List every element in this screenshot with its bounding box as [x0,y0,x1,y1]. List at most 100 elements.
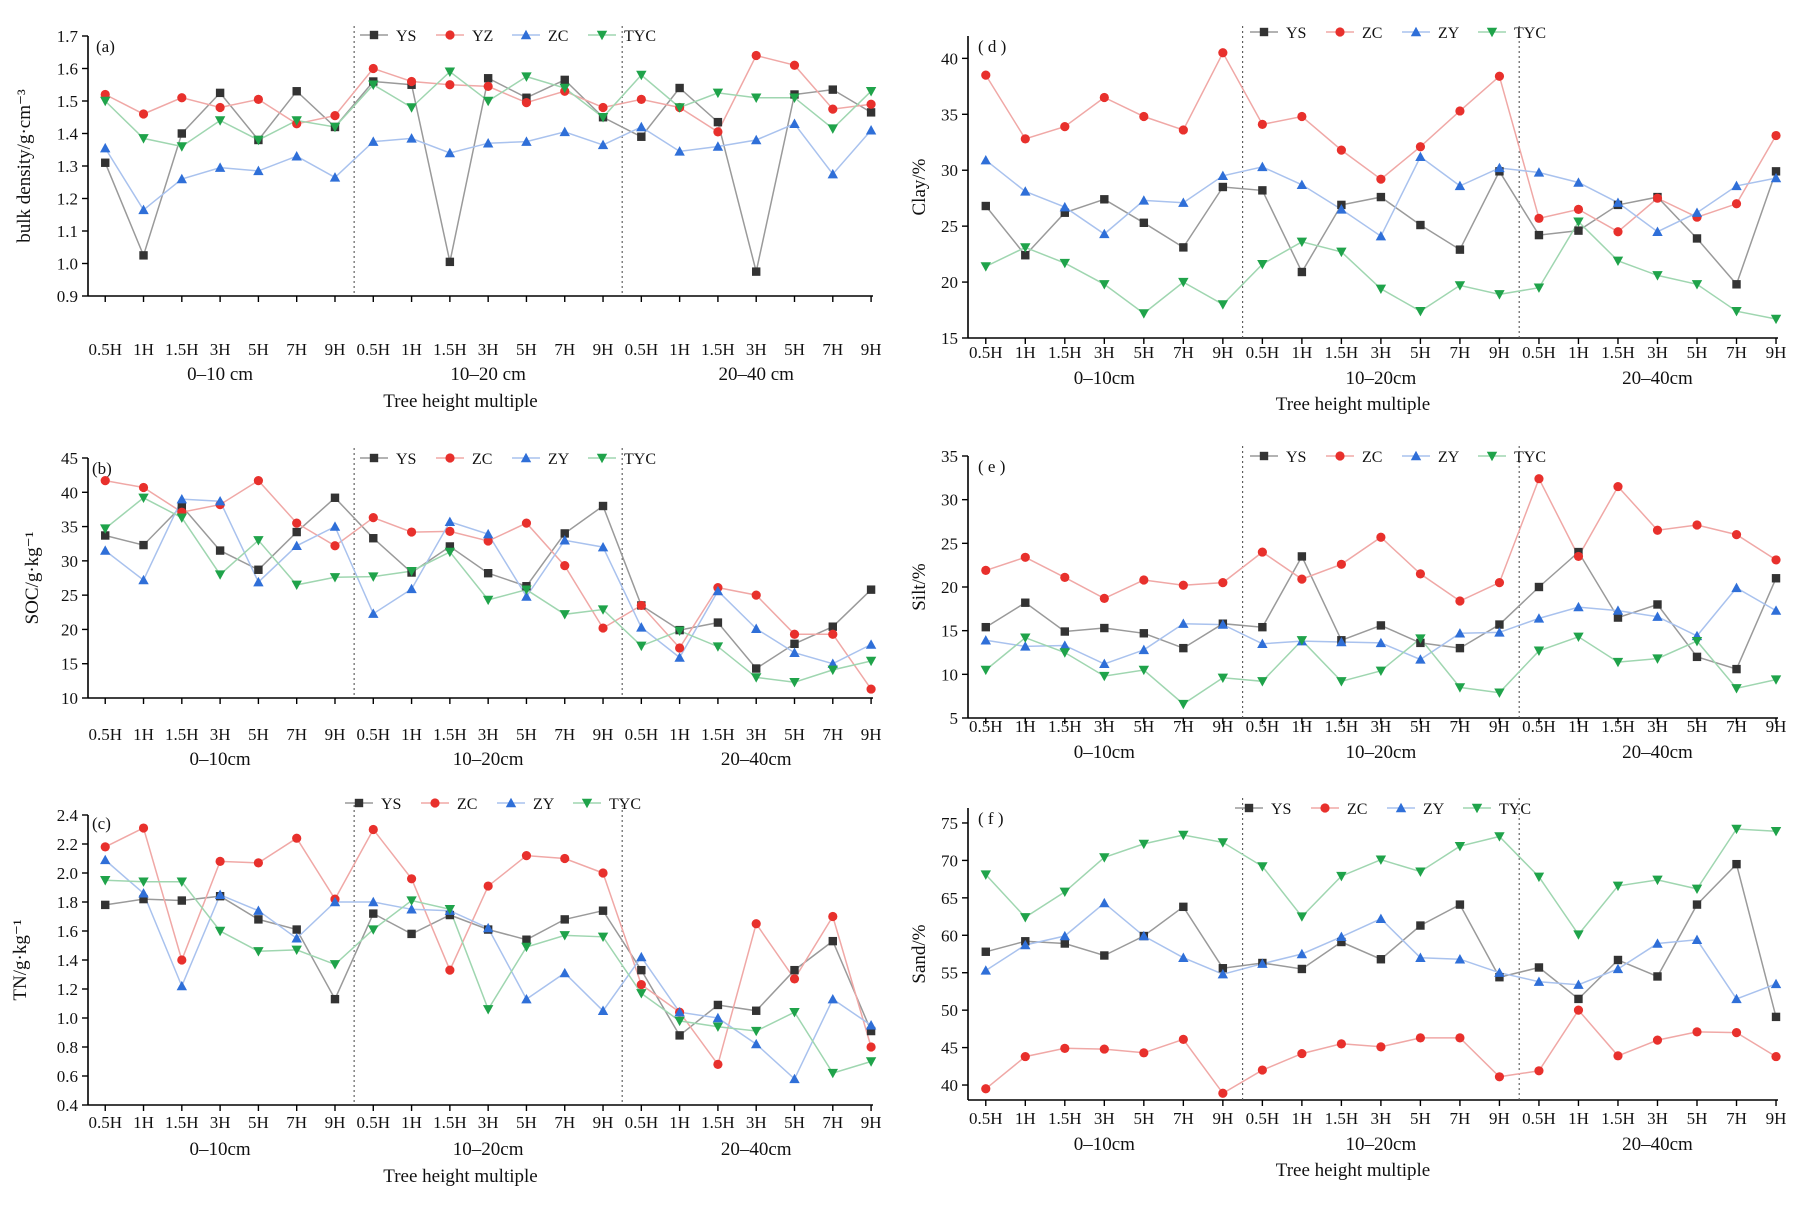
data-point-zc [1455,1033,1465,1043]
data-point-zc [828,911,838,922]
data-point-zy [1454,628,1466,638]
data-point-tyc [1573,632,1584,642]
legend-marker-tyc [1486,451,1498,462]
data-point-zy [1494,967,1505,977]
y-tick-label: 1.4 [57,125,79,144]
data-point-zy [1533,976,1545,986]
data-point-tyc [1494,290,1505,300]
data-point-ys [1455,643,1465,653]
data-point-zc [368,513,378,523]
data-point-zc [1573,551,1584,562]
data-point-zc [1218,1088,1228,1098]
x-tick-label: 0.5H [969,343,1003,362]
x-tick-label: 9H [861,340,882,359]
data-point-zc [789,629,800,639]
data-point-zc [1455,106,1465,116]
y-tick-label: 15 [61,655,78,674]
data-point-zc [1455,596,1465,606]
data-point-tyc [521,72,532,82]
x-tick-label: 7H [554,725,575,744]
data-point-zy [1138,930,1150,941]
data-point-zc [483,536,493,546]
data-point-zc [1731,1028,1742,1038]
data-point-ys [1771,574,1781,583]
data-point-ys [1297,267,1307,277]
data-point-tyc [1652,271,1663,281]
data-point-tyc [865,656,877,667]
depth-group-label: 0–10cm [190,1139,251,1160]
x-tick-label: 9H [325,1113,346,1132]
y-tick-label: 25 [941,534,958,553]
data-point-zc [1020,1051,1030,1062]
legend: YS ZC ZY TYC [1235,801,1531,818]
data-point-zy [1257,638,1268,648]
data-point-tyc [1533,646,1545,656]
depth-group-label: 0–10cm [1074,368,1135,389]
x-tick-label: 7H [1450,717,1471,736]
data-point-ys [560,915,569,924]
data-point-zy [789,647,800,657]
data-point-ys [483,74,493,83]
data-point-zc [291,151,302,161]
legend-label: ZY [548,451,570,468]
x-tick-label: 9H [593,340,614,359]
data-point-tyc [1296,912,1308,922]
data-point-zy [521,591,532,601]
panel-f-sand: 40 45 50 55 60 65 70 75 0.5H 1H 1.5H 3H 5H 7H 9H 0.5H 1H… [909,798,1786,1181]
y-tick-label: 60 [941,926,958,945]
data-point-yz [598,102,608,113]
x-tick-label: 1H [669,1113,690,1132]
data-point-ys [1534,230,1544,240]
data-point-ys [790,639,799,649]
data-point-zc [138,482,149,493]
data-point-yz [828,104,838,114]
x-tick-label: 1.5H [433,725,467,744]
y-tick-label: 1.0 [57,1009,78,1028]
data-point-ys [1021,598,1030,607]
data-point-tyc [1454,683,1466,693]
x-tick-label: 9H [593,1113,614,1132]
data-point-ys [1376,955,1386,964]
data-point-tyc [1375,855,1387,865]
data-point-tyc [1099,280,1110,290]
x-tick-label: 0.5H [625,340,659,359]
depth-group-label: 0–10cm [1074,742,1135,763]
data-point-tyc [1138,839,1150,850]
data-point-tyc [100,96,111,107]
data-point-tyc [368,80,379,90]
data-point-zy [1691,207,1703,217]
data-point-tyc [865,87,877,97]
data-point-zy [1731,993,1742,1004]
data-point-zc [368,136,379,146]
data-point-zy [1494,162,1505,173]
x-tick-label: 1H [669,725,690,744]
data-point-zc [1376,174,1386,184]
x-tick-label: 7H [1173,717,1194,736]
legend-label: TYC [1514,25,1546,42]
data-point-tyc [674,626,685,636]
x-tick-label: 7H [822,1113,843,1132]
x-tick-label: 5H [1410,343,1431,362]
data-point-zc [827,168,838,179]
x-tick-label: 0.5H [357,340,391,359]
data-point-ys [1732,859,1741,869]
data-point-ys [445,257,455,267]
x-tick-label: 9H [1489,717,1510,736]
data-point-zy [1415,654,1426,664]
data-point-zc [1771,555,1781,565]
legend-label: YS [381,796,401,813]
data-point-zy [368,608,379,618]
data-point-zc [176,173,188,184]
data-point-zy [1652,226,1663,236]
legend-label: YS [1271,801,1291,818]
data-point-ys [522,935,531,944]
data-point-zc [1613,481,1623,492]
data-point-ys [752,664,761,673]
data-point-zy [291,933,302,943]
data-point-ys [1692,900,1702,909]
data-point-zc [1692,520,1702,530]
data-point-zc [1376,1042,1386,1052]
panel-b-soc: 10 15 20 25 30 35 40 45 0.5H 1H 1.5H 3H 5H 7H 9H 0.5H 1H… [22,448,881,770]
x-tick-label: 9H [325,725,346,744]
x-tick-label: 1.5H [701,1113,735,1132]
